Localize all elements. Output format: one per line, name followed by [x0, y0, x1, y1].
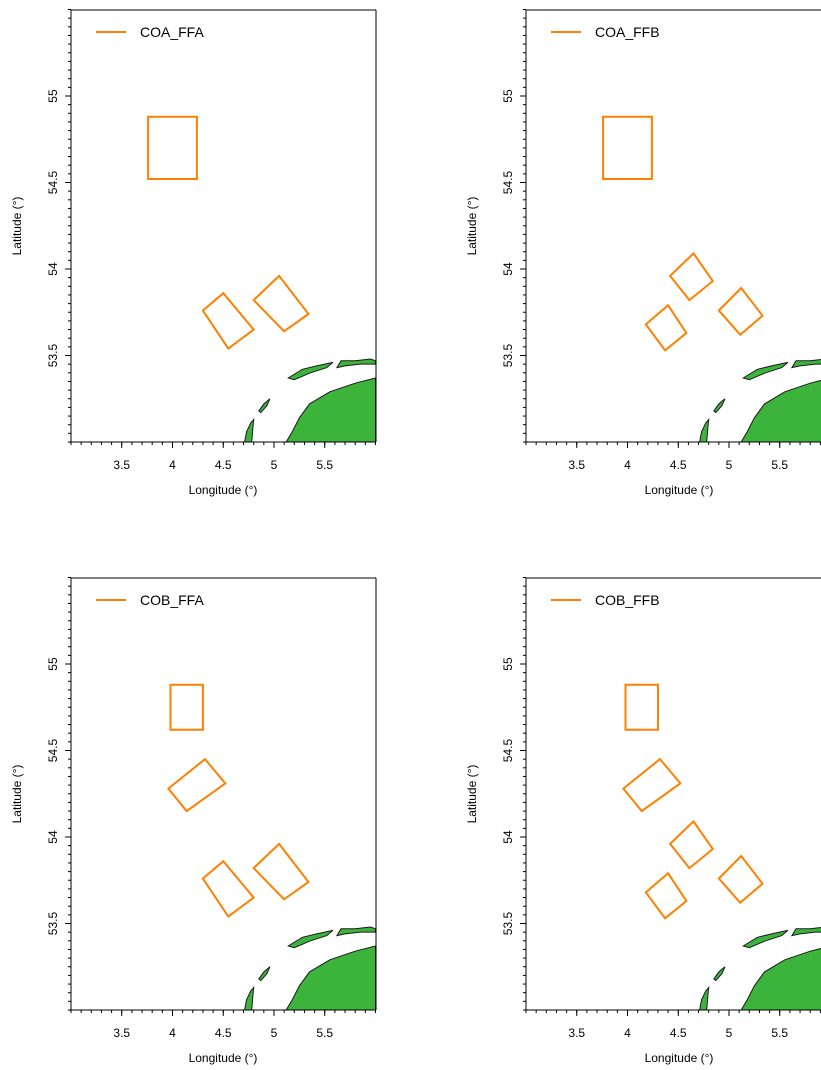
land-polygon [713, 966, 726, 982]
land-polygon [244, 417, 255, 442]
legend: COB_FFB [551, 592, 660, 608]
x-tick-label: 3.5 [113, 458, 130, 472]
x-tick-label: 5.5 [771, 1026, 788, 1040]
x-tick-label: 5.5 [316, 1026, 333, 1040]
map-panel-3: 3.5 4 4.5 5 5.5 53.5 54 54.5 55 Longitude (°) Lati… [10, 577, 377, 1065]
x-tick-label: 4 [624, 1026, 631, 1040]
x-tick-label: 5.5 [316, 458, 333, 472]
x-tick-label: 4.5 [215, 458, 232, 472]
area-outline-1 [624, 683, 659, 731]
y-axis-title: Latitude (°) [10, 197, 24, 256]
x-tick-label: 4 [169, 1026, 176, 1040]
y-tick-label: 54.5 [501, 738, 515, 762]
area-outline-3 [644, 303, 688, 352]
area-outline-1 [147, 115, 198, 180]
x-axis-title: Longitude (°) [645, 483, 714, 497]
plot-area [147, 115, 376, 442]
x-axis-title: Longitude (°) [645, 1051, 714, 1065]
land-polygon [740, 947, 821, 1010]
x-tick-label: 5.5 [771, 458, 788, 472]
map-panel-2: 3.5 4 4.5 5 5.5 53.5 54 54.5 55 Longitude (°) Lati… [465, 9, 821, 497]
legend-label: COB_FFB [595, 592, 660, 608]
x-tick-label: 5 [726, 458, 733, 472]
area-outline-3 [252, 274, 310, 333]
x-axis-title: Longitude (°) [189, 1051, 258, 1065]
x-tick-label: 3.5 [113, 1026, 130, 1040]
land-polygon [335, 926, 376, 937]
land-polygon [286, 929, 334, 949]
x-tick-label: 5 [271, 1026, 278, 1040]
area-outline-3 [201, 859, 256, 919]
y-tick-label: 55 [46, 89, 60, 103]
y-tick-label: 55 [501, 89, 515, 103]
land-polygon [335, 358, 376, 369]
y-tick-label: 54 [501, 262, 515, 276]
y-axis-title: Latitude (°) [10, 765, 24, 824]
y-tick-label: 54 [46, 262, 60, 276]
y-axis-title: Latitude (°) [465, 197, 479, 256]
area-outline-1 [602, 115, 653, 180]
land-polygon [740, 379, 821, 442]
y-tick-label: 55 [46, 657, 60, 671]
land-polygon [699, 417, 710, 442]
land-polygon [285, 945, 376, 1010]
land-polygon [741, 929, 789, 949]
y-tick-label: 54 [501, 830, 515, 844]
legend-label: COB_FFA [140, 592, 204, 608]
land-polygon [790, 926, 821, 937]
land-polygon [258, 966, 271, 982]
legend: COB_FFA [96, 592, 204, 608]
land-polygon [244, 985, 255, 1010]
y-tick-label: 54.5 [501, 170, 515, 194]
area-outline-3 [668, 819, 715, 870]
legend: COA_FFA [96, 24, 204, 40]
land-polygon [285, 377, 376, 442]
legend-label: COA_FFB [595, 24, 660, 40]
area-outline-1 [169, 683, 204, 731]
land-polygon [741, 361, 789, 381]
area-outline-5 [717, 854, 764, 905]
x-tick-label: 5 [271, 458, 278, 472]
y-tick-label: 54.5 [46, 738, 60, 762]
area-outline-4 [644, 871, 688, 920]
legend: COA_FFB [551, 24, 660, 40]
land-polygon [699, 985, 710, 1010]
y-tick-label: 53.5 [46, 911, 60, 935]
legend-label: COA_FFA [140, 24, 204, 40]
area-outline-4 [252, 842, 310, 901]
area-outline-4 [717, 286, 764, 337]
x-axis-title: Longitude (°) [189, 483, 258, 497]
plot-area [602, 115, 821, 442]
x-tick-label: 4.5 [215, 1026, 232, 1040]
area-outline-2 [201, 291, 256, 351]
x-tick-label: 4.5 [670, 1026, 687, 1040]
x-tick-label: 3.5 [568, 458, 585, 472]
x-tick-label: 5 [726, 1026, 733, 1040]
x-tick-label: 4 [624, 458, 631, 472]
y-tick-label: 55 [501, 657, 515, 671]
area-outline-2 [621, 757, 682, 813]
y-axis-title: Latitude (°) [465, 765, 479, 824]
y-tick-label: 53.5 [501, 911, 515, 935]
y-tick-label: 54.5 [46, 170, 60, 194]
y-tick-label: 54 [46, 830, 60, 844]
land-polygon [713, 398, 726, 414]
area-outline-2 [166, 757, 227, 813]
map-panel-1: 3.5 4 4.5 5 5.5 53.5 54 54.5 55 Longitude (°) Lati… [10, 9, 377, 497]
y-tick-label: 53.5 [46, 343, 60, 367]
area-outline-2 [668, 251, 715, 302]
plot-area [621, 683, 821, 1010]
land-polygon [790, 358, 821, 369]
x-tick-label: 4 [169, 458, 176, 472]
map-panel-4: 3.5 4 4.5 5 5.5 53.5 54 54.5 55 Longitude (°) Lati… [465, 577, 821, 1065]
y-tick-label: 53.5 [501, 343, 515, 367]
plot-area [166, 683, 376, 1010]
land-polygon [286, 361, 334, 381]
land-polygon [258, 398, 271, 414]
x-tick-label: 3.5 [568, 1026, 585, 1040]
x-tick-label: 4.5 [670, 458, 687, 472]
